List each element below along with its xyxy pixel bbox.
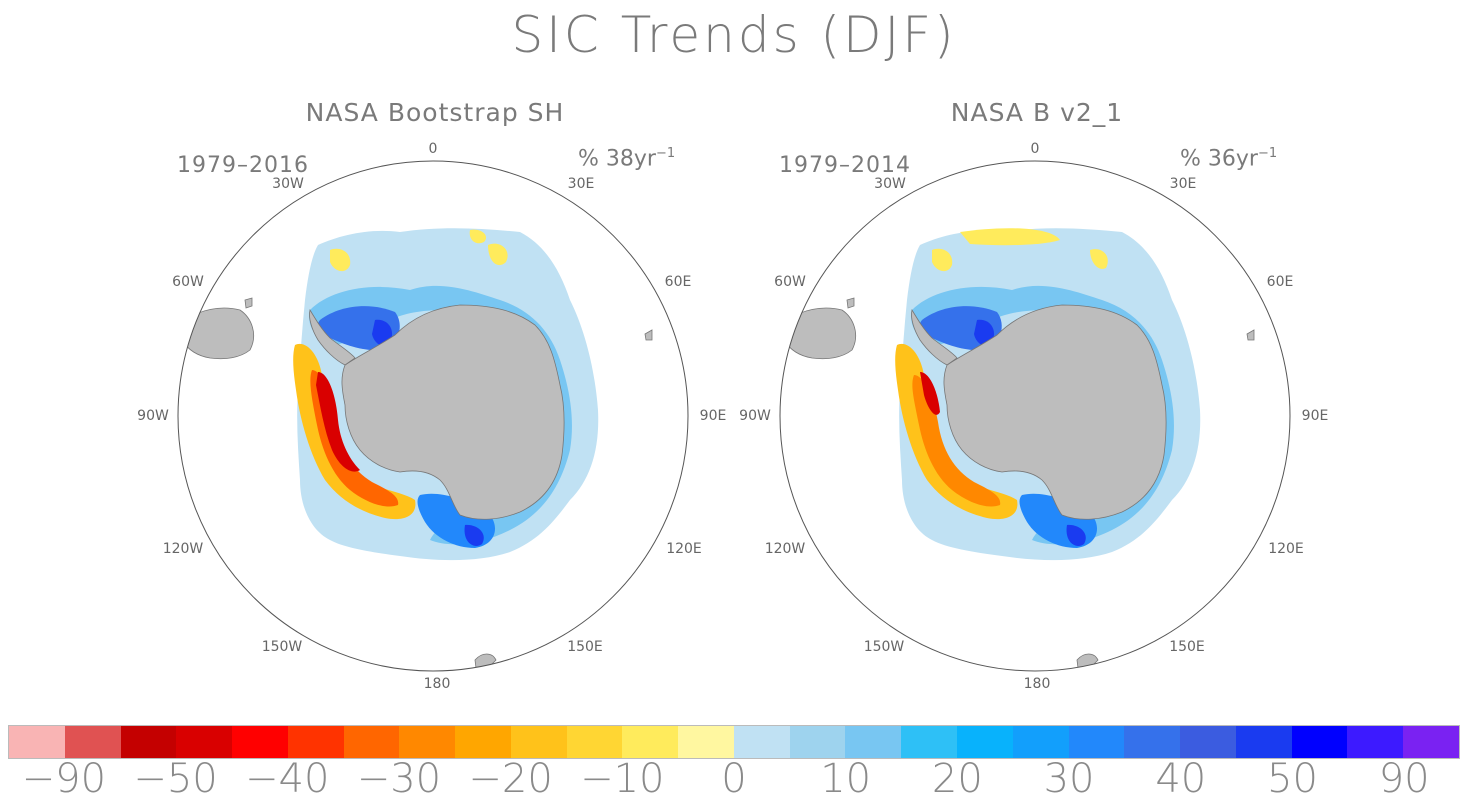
panel-2-map bbox=[783, 228, 1255, 669]
colorbar-swatch bbox=[120, 726, 177, 758]
colorbar-swatch bbox=[64, 726, 121, 758]
colorbar-swatch bbox=[176, 726, 233, 758]
panel-2-sic-positive bbox=[920, 372, 940, 415]
panel-1-sic-positive bbox=[330, 248, 351, 272]
panel-2-title: NASA B v2_1 bbox=[950, 98, 1124, 127]
colorbar-swatch bbox=[343, 726, 400, 758]
colorbar-swatch bbox=[399, 726, 456, 758]
colorbar-swatch bbox=[9, 726, 65, 758]
panel-1-lon-label: 150E bbox=[567, 639, 603, 655]
panel-2-lon-label: 180 bbox=[1023, 676, 1051, 692]
panel-1-sic-negative bbox=[464, 524, 484, 546]
colorbar-swatch bbox=[455, 726, 511, 758]
panel-2-sic-positive bbox=[960, 228, 1060, 246]
colorbar-tick-label: −10 bbox=[580, 756, 665, 802]
colorbar-swatch bbox=[789, 726, 846, 758]
colorbar-tick-label: 20 bbox=[931, 756, 983, 802]
panel-1-map bbox=[181, 228, 653, 669]
panel-1-lon-label: 0 bbox=[428, 141, 438, 157]
panel-1-title: NASA Bootstrap SH bbox=[305, 98, 565, 127]
panel-1-antarctica bbox=[341, 304, 565, 520]
colorbar-swatch bbox=[1347, 726, 1404, 758]
panel-2-lon-label: 60W bbox=[774, 274, 806, 290]
panel-1-lon-label: 90E bbox=[699, 408, 727, 424]
panel-1-island bbox=[244, 297, 253, 309]
panel-2-lon-label: 30W bbox=[874, 176, 906, 192]
panel-2-peninsula bbox=[911, 308, 958, 366]
panel-1-lon-label: 120E bbox=[666, 541, 702, 557]
panel-1-sic-positive bbox=[469, 229, 487, 244]
panel-1-units: % 38yr−1 bbox=[578, 146, 676, 172]
panel-2-lon-label: 120E bbox=[1268, 541, 1304, 557]
colorbar-swatch bbox=[733, 726, 790, 758]
colorbar-swatch bbox=[1235, 726, 1292, 758]
panel-1-lon-label: 30E bbox=[567, 176, 595, 192]
colorbar-swatch bbox=[678, 726, 734, 758]
colorbar-swatch bbox=[1291, 726, 1348, 758]
panel-2-lon-label: 150W bbox=[863, 639, 905, 655]
colorbar-labels: −90 −50 −40 −30 −20 −10 0 10 20 30 40 50 90 bbox=[8, 756, 1460, 806]
colorbar-tick-label: 40 bbox=[1155, 756, 1207, 802]
colorbar-swatch bbox=[1180, 726, 1236, 758]
panel-1-outline bbox=[177, 160, 689, 672]
panel-1-lon-label: 60E bbox=[664, 274, 692, 290]
panel-2-lon-label: 150E bbox=[1169, 639, 1205, 655]
panel-2-south-america bbox=[783, 307, 856, 360]
colorbar-swatch bbox=[1403, 726, 1459, 758]
colorbar-swatch bbox=[566, 726, 623, 758]
panel-2-period: 1979–2014 bbox=[779, 153, 911, 178]
panel-2-outline bbox=[779, 160, 1291, 672]
colorbar-tick-label: 0 bbox=[721, 756, 747, 802]
panel-2-lon-label: 30E bbox=[1169, 176, 1197, 192]
panel-1-sic-positive bbox=[488, 243, 508, 266]
main-title: SIC Trends (DJF) bbox=[511, 6, 957, 64]
colorbar-tick-label: −50 bbox=[133, 756, 218, 802]
panel-1-lon-label: 90W bbox=[137, 408, 169, 424]
panel-2-lon-label: 90E bbox=[1301, 408, 1329, 424]
colorbar-tick-label: −90 bbox=[21, 756, 107, 802]
colorbar-swatch bbox=[957, 726, 1013, 758]
panel-1-lon-label: 60W bbox=[172, 274, 204, 290]
panel-1-peninsula bbox=[309, 308, 356, 366]
colorbar-swatch bbox=[845, 726, 902, 758]
colorbar-swatch bbox=[287, 726, 344, 758]
panel-1-period: 1979–2016 bbox=[177, 153, 309, 178]
panel-2-lon-label: 120W bbox=[764, 541, 806, 557]
panel-1-lon-label: 180 bbox=[423, 676, 451, 692]
panel-2-sic-positive bbox=[1090, 249, 1108, 269]
colorbar-tick-label: 10 bbox=[820, 756, 872, 802]
panel-1-sic-positive bbox=[316, 372, 360, 472]
colorbar-swatch bbox=[1124, 726, 1181, 758]
colorbar-swatch bbox=[232, 726, 288, 758]
panel-1-lon-label: 30W bbox=[272, 176, 304, 192]
colorbar-swatch bbox=[1068, 726, 1125, 758]
panel-2-sic-negative bbox=[1066, 524, 1086, 546]
panel-2-island bbox=[846, 297, 855, 309]
panel-2-antarctica bbox=[943, 304, 1167, 520]
colorbar bbox=[8, 725, 1460, 759]
panel-2-lon-label: 60E bbox=[1266, 274, 1294, 290]
colorbar-tick-label: −20 bbox=[468, 756, 553, 802]
panel-1-sic-negative bbox=[372, 319, 393, 346]
colorbar-swatch bbox=[510, 726, 567, 758]
panel-2-sic-positive bbox=[932, 248, 953, 272]
panel-1-lon-label: 120W bbox=[162, 541, 204, 557]
panel-2-units: % 36yr−1 bbox=[1180, 146, 1278, 172]
panel-1-south-america bbox=[181, 307, 254, 360]
colorbar-tick-label: −40 bbox=[245, 756, 330, 802]
panel-1-island bbox=[644, 329, 653, 341]
colorbar-swatch bbox=[1012, 726, 1069, 758]
colorbar-tick-label: 30 bbox=[1043, 756, 1095, 802]
panel-2-lon-label: 90W bbox=[739, 408, 771, 424]
colorbar-tick-label: 50 bbox=[1267, 756, 1318, 802]
panel-2-lon-label: 0 bbox=[1030, 141, 1040, 157]
panel-1-lon-label: 150W bbox=[261, 639, 303, 655]
panel-2-sic-negative bbox=[974, 319, 995, 346]
colorbar-tick-label: 90 bbox=[1378, 756, 1430, 802]
colorbar-swatch bbox=[622, 726, 679, 758]
panel-2-island bbox=[1246, 329, 1255, 341]
colorbar-swatch bbox=[901, 726, 958, 758]
colorbar-tick-label: −30 bbox=[356, 756, 442, 802]
